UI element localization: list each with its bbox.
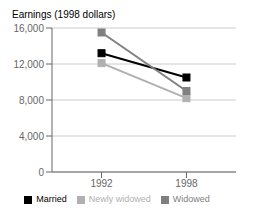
svg-text:12,000: 12,000: [13, 59, 44, 70]
svg-text:0: 0: [38, 167, 44, 178]
html-text:Widowed: Widowed: [172, 194, 210, 204]
svg-text:4,000: 4,000: [19, 131, 44, 142]
svg-text:1998: 1998: [175, 178, 198, 189]
svg-text:8,000: 8,000: [19, 95, 44, 106]
svg-text:16,000: 16,000: [13, 23, 44, 34]
html-text:Married: Married: [36, 194, 67, 204]
svg-text:1992: 1992: [90, 178, 113, 189]
html-text:Earnings (1998 dollars): Earnings (1998 dollars): [12, 9, 116, 20]
html-text:Newly widowed: Newly widowed: [88, 194, 151, 204]
